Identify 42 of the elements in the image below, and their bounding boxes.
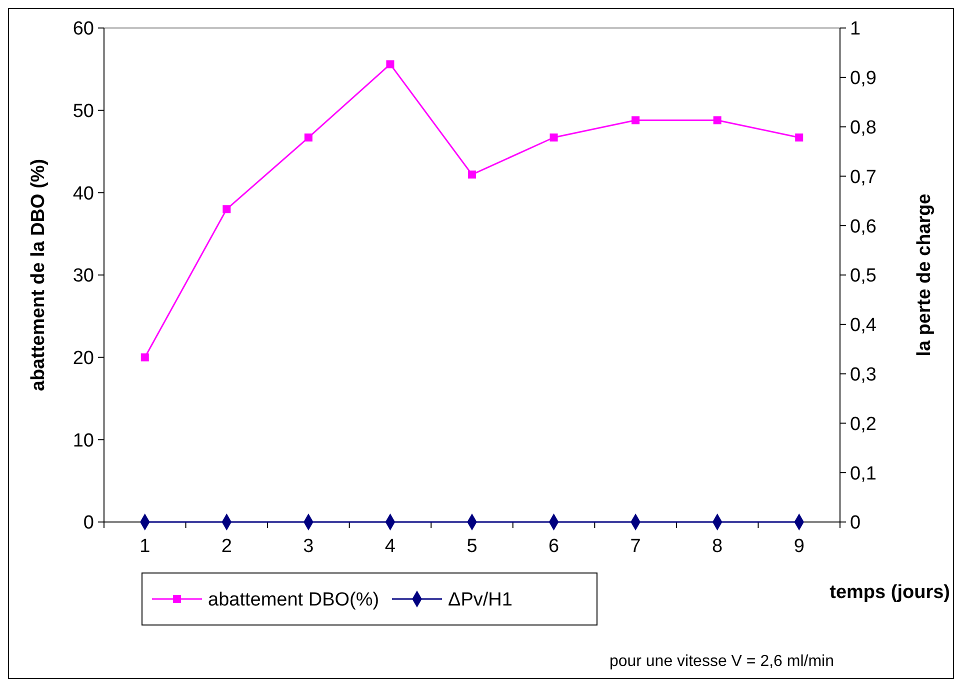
y2-tick-label: 1 bbox=[850, 18, 861, 40]
y-tick-label: 60 bbox=[72, 18, 94, 40]
x-tick-label: 9 bbox=[794, 536, 804, 557]
y-tick-label: 50 bbox=[72, 100, 94, 122]
point bbox=[468, 170, 476, 179]
y2-tick-label: 0,1 bbox=[850, 463, 876, 484]
y-axis-title: abattement de la DBO (%) bbox=[28, 158, 49, 392]
legend-label: ΔPv/H1 bbox=[448, 590, 512, 611]
x-tick-label: 2 bbox=[221, 536, 232, 557]
x-axis-title: temps (jours) bbox=[830, 582, 950, 603]
x-tick-label: 8 bbox=[712, 536, 723, 557]
y2-tick-label: 0,8 bbox=[850, 117, 876, 138]
point bbox=[386, 60, 394, 68]
y-tick-label: 0 bbox=[83, 512, 94, 534]
point bbox=[222, 205, 231, 214]
x-tick-label: 5 bbox=[466, 536, 478, 557]
y2-tick-label: 0 bbox=[850, 512, 861, 534]
point bbox=[304, 134, 312, 142]
y2-tick-label: 0,4 bbox=[850, 315, 877, 336]
y2-tick-label: 0,9 bbox=[850, 68, 876, 90]
x-tick-label: 4 bbox=[384, 536, 396, 557]
y-tick-label: 40 bbox=[72, 183, 94, 204]
x-tick-label: 7 bbox=[630, 536, 641, 557]
y-tick-label: 10 bbox=[72, 430, 94, 452]
y2-tick-label: 0,2 bbox=[850, 414, 876, 435]
y2-tick-label: 0,7 bbox=[850, 166, 876, 188]
y2-tick-label: 0,5 bbox=[850, 266, 876, 287]
legend-label: abattement DBO(%) bbox=[208, 590, 380, 611]
y2-axis-title: la perte de charge bbox=[914, 194, 935, 356]
y-tick-label: 20 bbox=[72, 348, 94, 369]
text: pour une vitesse V = 2,6 ml/min bbox=[609, 653, 834, 670]
point bbox=[140, 353, 149, 362]
y2-tick-label: 0,6 bbox=[850, 216, 876, 238]
x-tick-label: 3 bbox=[303, 536, 314, 557]
x-tick-label: 6 bbox=[548, 536, 560, 557]
point bbox=[632, 116, 640, 124]
point bbox=[550, 134, 558, 142]
y2-tick-label: 0,3 bbox=[850, 364, 876, 386]
point bbox=[713, 116, 722, 124]
x-tick-label: 1 bbox=[140, 536, 150, 557]
y-tick-label: 30 bbox=[72, 266, 94, 287]
point bbox=[795, 134, 804, 142]
